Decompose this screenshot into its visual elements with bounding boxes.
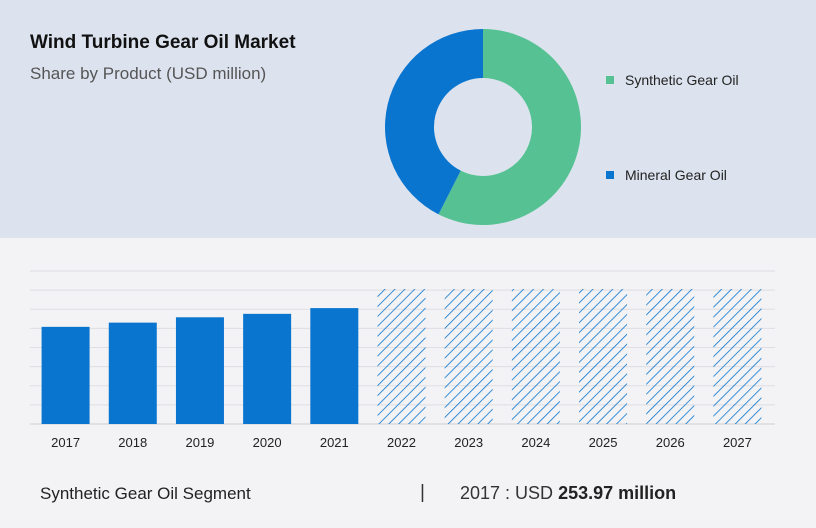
bar-2025 [579, 288, 628, 424]
x-tick-label: 2026 [656, 435, 685, 450]
bar-2027 [713, 288, 762, 424]
bar-2019 [175, 317, 224, 424]
bar-2023 [444, 288, 493, 424]
chart-title: Wind Turbine Gear Oil Market [30, 32, 296, 53]
footer-value: 2017 : USD 253.97 million [460, 483, 676, 504]
legend-item-mineral: Mineral Gear Oil [606, 167, 727, 183]
x-tick-label: 2019 [185, 435, 214, 450]
footer-divider: | [420, 482, 425, 503]
donut-slice-synthetic [438, 29, 581, 225]
bar-2026 [646, 288, 695, 424]
x-tick-label: 2017 [51, 435, 80, 450]
bar-2018 [108, 322, 157, 424]
x-tick-label: 2020 [253, 435, 282, 450]
legend-swatch-synthetic [606, 76, 614, 84]
donut-chart [385, 29, 581, 225]
legend-label-synthetic: Synthetic Gear Oil [625, 72, 739, 88]
bar-chart: 2017 2018 2019 2020 2021 2022 2023 2024 2025 2026… [30, 270, 775, 450]
bar-2022 [377, 288, 426, 424]
x-tick-label: 2022 [387, 435, 416, 450]
footer-year-label: 2017 : USD [460, 483, 554, 503]
footer-value-amount: 253.97 million [558, 483, 677, 503]
chart-subtitle: Share by Product (USD million) [30, 64, 267, 83]
legend-label-mineral: Mineral Gear Oil [625, 167, 727, 183]
x-tick-label: 2025 [589, 435, 618, 450]
bar-2017 [41, 326, 90, 424]
footer-segment-label: Synthetic Gear Oil Segment [40, 484, 251, 503]
donut-slice-mineral [385, 29, 483, 215]
x-tick-label: 2024 [521, 435, 550, 450]
bar-2020 [243, 313, 292, 424]
x-tick-label: 2018 [118, 435, 147, 450]
x-tick-label: 2021 [320, 435, 349, 450]
legend-item-synthetic: Synthetic Gear Oil [606, 72, 739, 88]
bar-2024 [511, 288, 560, 424]
legend-swatch-mineral [606, 171, 614, 179]
x-tick-label: 2023 [454, 435, 483, 450]
x-tick-label: 2027 [723, 435, 752, 450]
bar-2021 [310, 308, 359, 424]
